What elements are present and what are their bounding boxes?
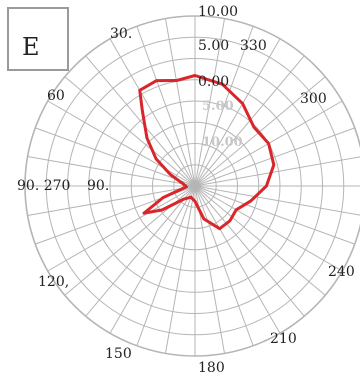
radial-tick-label: 10.00	[202, 135, 243, 150]
data-point	[154, 157, 158, 160]
grid-spoke	[109, 185, 196, 334]
grid-spoke	[35, 127, 196, 187]
grid-spoke	[194, 185, 343, 272]
data-point	[160, 208, 164, 212]
data-point	[182, 197, 186, 201]
data-point	[182, 182, 185, 186]
grid-spoke	[85, 55, 196, 187]
data-point	[193, 74, 197, 77]
data-point	[169, 173, 172, 176]
series-line	[138, 74, 276, 231]
grid-spoke	[27, 185, 196, 217]
grid-spoke	[136, 185, 196, 346]
data-point	[235, 208, 238, 211]
angle-tick-label: 120,	[38, 274, 69, 290]
grid-spoke	[194, 127, 355, 187]
data-point	[141, 109, 144, 113]
data-series	[138, 74, 276, 231]
angle-tick-label: 330	[240, 38, 267, 54]
polar-grid	[24, 15, 360, 357]
data-point	[185, 185, 188, 188]
angle-tick-label: 60	[47, 88, 65, 104]
grid-spoke	[194, 26, 254, 187]
panel-label-box	[7, 7, 69, 71]
angle-tick-label: 240	[328, 264, 355, 280]
data-point	[145, 136, 149, 140]
data-point	[142, 211, 146, 215]
grid-spoke	[109, 38, 196, 187]
data-point	[249, 199, 253, 203]
grid-spoke	[136, 26, 196, 187]
radial-tick-label: 5.00	[198, 38, 229, 54]
grid-spoke	[85, 185, 196, 317]
grid-spoke	[194, 185, 254, 346]
grid-spoke	[194, 18, 226, 187]
data-point	[138, 89, 141, 92]
data-point	[272, 163, 276, 167]
grid-spoke	[194, 185, 355, 245]
grid-spoke	[194, 185, 326, 296]
radial-tick-label: 10.00	[198, 4, 238, 20]
data-point	[218, 227, 221, 230]
data-point	[241, 102, 244, 105]
grid-spoke	[164, 185, 196, 354]
grid-spoke	[194, 38, 281, 187]
data-point	[155, 79, 158, 82]
grid-spoke	[164, 18, 196, 187]
grid-spoke	[194, 185, 360, 216]
angle-tick-label: 210	[270, 331, 297, 347]
grid-spoke	[194, 185, 305, 317]
grid-spoke	[27, 155, 196, 187]
data-point	[252, 125, 256, 129]
radial-tick-label: 5.00	[202, 99, 234, 114]
angle-tick-label: 90. 270	[17, 178, 70, 194]
data-point	[265, 184, 268, 188]
grid-spoke	[47, 185, 196, 272]
grid-spoke	[47, 100, 196, 187]
data-point	[267, 142, 270, 145]
data-point	[202, 217, 205, 221]
radial-tick-label: 0.00	[198, 74, 229, 90]
data-point	[221, 82, 224, 86]
grid-spoke	[64, 76, 196, 187]
panel-label: E	[22, 33, 40, 61]
angle-tick-label: 150	[105, 346, 132, 362]
angle-tick-label: 180	[198, 360, 225, 376]
data-point	[189, 195, 193, 199]
grid-spoke	[194, 156, 360, 187]
data-point	[193, 200, 197, 203]
angle-tick-label: 30.	[110, 26, 132, 42]
grid-spoke	[194, 185, 281, 334]
angle-tick-label: 90.	[87, 178, 109, 194]
data-point	[161, 196, 165, 199]
data-point	[228, 219, 232, 223]
data-point	[175, 79, 178, 82]
grid-spoke	[194, 76, 326, 187]
angle-tick-label: 300	[300, 91, 327, 107]
